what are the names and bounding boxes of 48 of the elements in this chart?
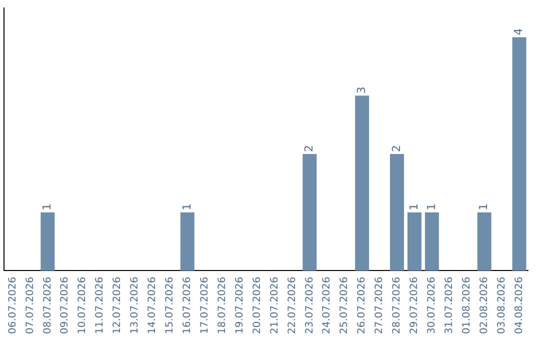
bar xyxy=(180,212,194,271)
x-tick-label: 16.07.2026 xyxy=(182,276,193,334)
x-tick-label: 21.07.2026 xyxy=(269,276,280,334)
data-label: 3 xyxy=(354,86,368,94)
data-label: 1 xyxy=(180,203,194,210)
x-tick-label: 10.07.2026 xyxy=(77,276,88,334)
x-tick-label: 30.07.2026 xyxy=(426,276,438,334)
x-tick-label: 19.07.2026 xyxy=(234,276,246,334)
x-tick-label: 04.08.2026 xyxy=(514,276,525,334)
data-label: 4 xyxy=(512,28,526,36)
x-tick-label: 23.07.2026 xyxy=(304,276,316,334)
data-label: 2 xyxy=(390,144,403,152)
x-tick-label: 28.07.2026 xyxy=(392,276,403,334)
x-tick-label: 24.07.2026 xyxy=(322,276,333,334)
x-tick-label: 29.07.2026 xyxy=(409,276,420,334)
data-label: 1 xyxy=(407,203,420,210)
x-tick-label: 25.07.2026 xyxy=(339,276,350,334)
x-tick-label: 09.07.2026 xyxy=(60,276,71,334)
x-tick-label: 18.07.2026 xyxy=(216,276,228,334)
bar xyxy=(407,212,422,271)
data-label: 2 xyxy=(302,144,316,152)
x-tick-label: 02.08.2026 xyxy=(478,276,490,334)
bar xyxy=(355,96,370,271)
x-tick-label: 15.07.2026 xyxy=(164,276,176,334)
x-tick-label: 26.07.2026 xyxy=(356,276,368,334)
bar xyxy=(477,212,492,271)
data-label: 1 xyxy=(40,203,54,210)
data-label: 1 xyxy=(424,203,438,210)
x-tick-label: 01.08.2026 xyxy=(461,276,472,334)
x-tick-label: 14.07.2026 xyxy=(147,276,158,334)
bar xyxy=(424,212,439,271)
x-tick-label: 03.08.2026 xyxy=(496,276,508,334)
x-tick-label: 22.07.2026 xyxy=(286,276,298,334)
x-tick-label: 12.07.2026 xyxy=(112,276,124,334)
x-tick-label: 17.07.2026 xyxy=(199,276,210,334)
x-tick-label: 11.07.2026 xyxy=(94,276,106,334)
bar xyxy=(512,37,526,271)
data-label: 1 xyxy=(477,203,490,210)
x-tick-label: 31.07.2026 xyxy=(444,276,455,334)
x-tick-label: 27.07.2026 xyxy=(374,276,386,334)
x-tick-label: 07.07.2026 xyxy=(24,276,36,334)
x-tick-label: 08.07.2026 xyxy=(42,276,54,334)
x-tick-label: 20.07.2026 xyxy=(252,276,263,334)
x-tick-label: 06.07.2026 xyxy=(7,276,18,334)
bar xyxy=(390,154,404,271)
x-tick-label: 13.07.2026 xyxy=(130,276,141,334)
bar xyxy=(40,212,55,271)
bar xyxy=(302,154,317,271)
